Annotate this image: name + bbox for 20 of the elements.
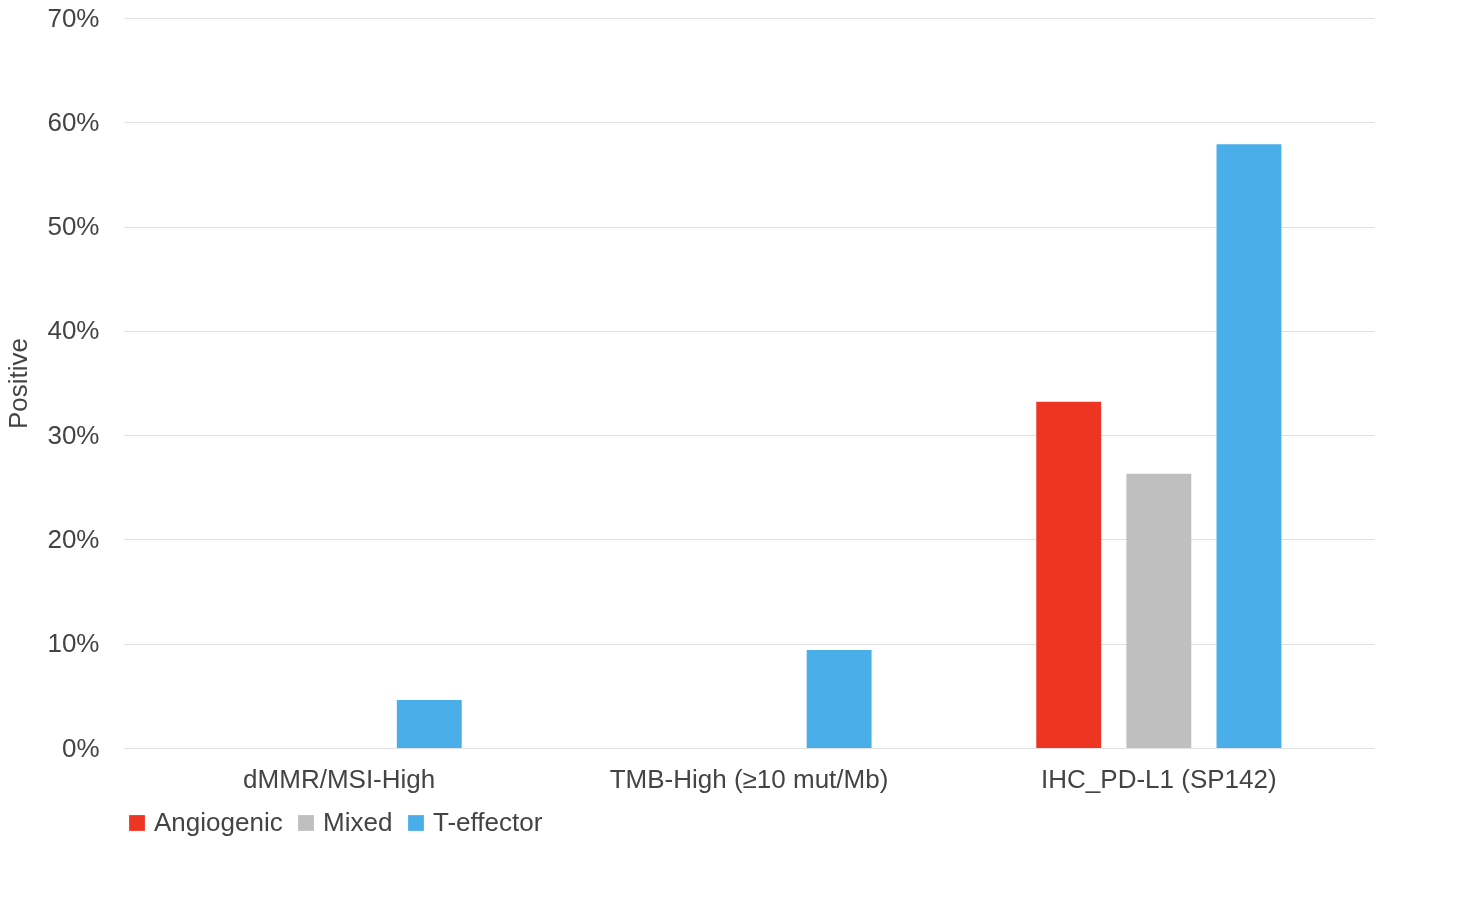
bar [1036,401,1102,748]
x-tick-label: IHC_PD-L1 (SP142) [1041,763,1277,794]
legend-label: Mixed [323,807,393,837]
bar [806,649,872,748]
bar [1126,473,1192,748]
y-tick-label: 60% [47,106,100,137]
y-tick-label: 10% [47,628,100,659]
y-tick-label: 70% [47,2,100,33]
bar [1216,144,1282,748]
bar [396,700,462,748]
x-tick-label: dMMR/MSI-High [243,763,436,794]
y-tick-label: 40% [47,315,100,346]
y-tick-label: 50% [47,211,100,242]
y-axis-title: Positive [3,337,34,430]
legend-label: Angiogenic [154,807,283,837]
x-tick-label: TMB-High (≥10 mut/Mb) [609,763,889,794]
y-tick-label: 0% [61,732,100,763]
y-tick-label: 30% [47,419,100,450]
legend-label: T-effector [433,807,543,837]
y-tick-label: 20% [47,523,100,554]
